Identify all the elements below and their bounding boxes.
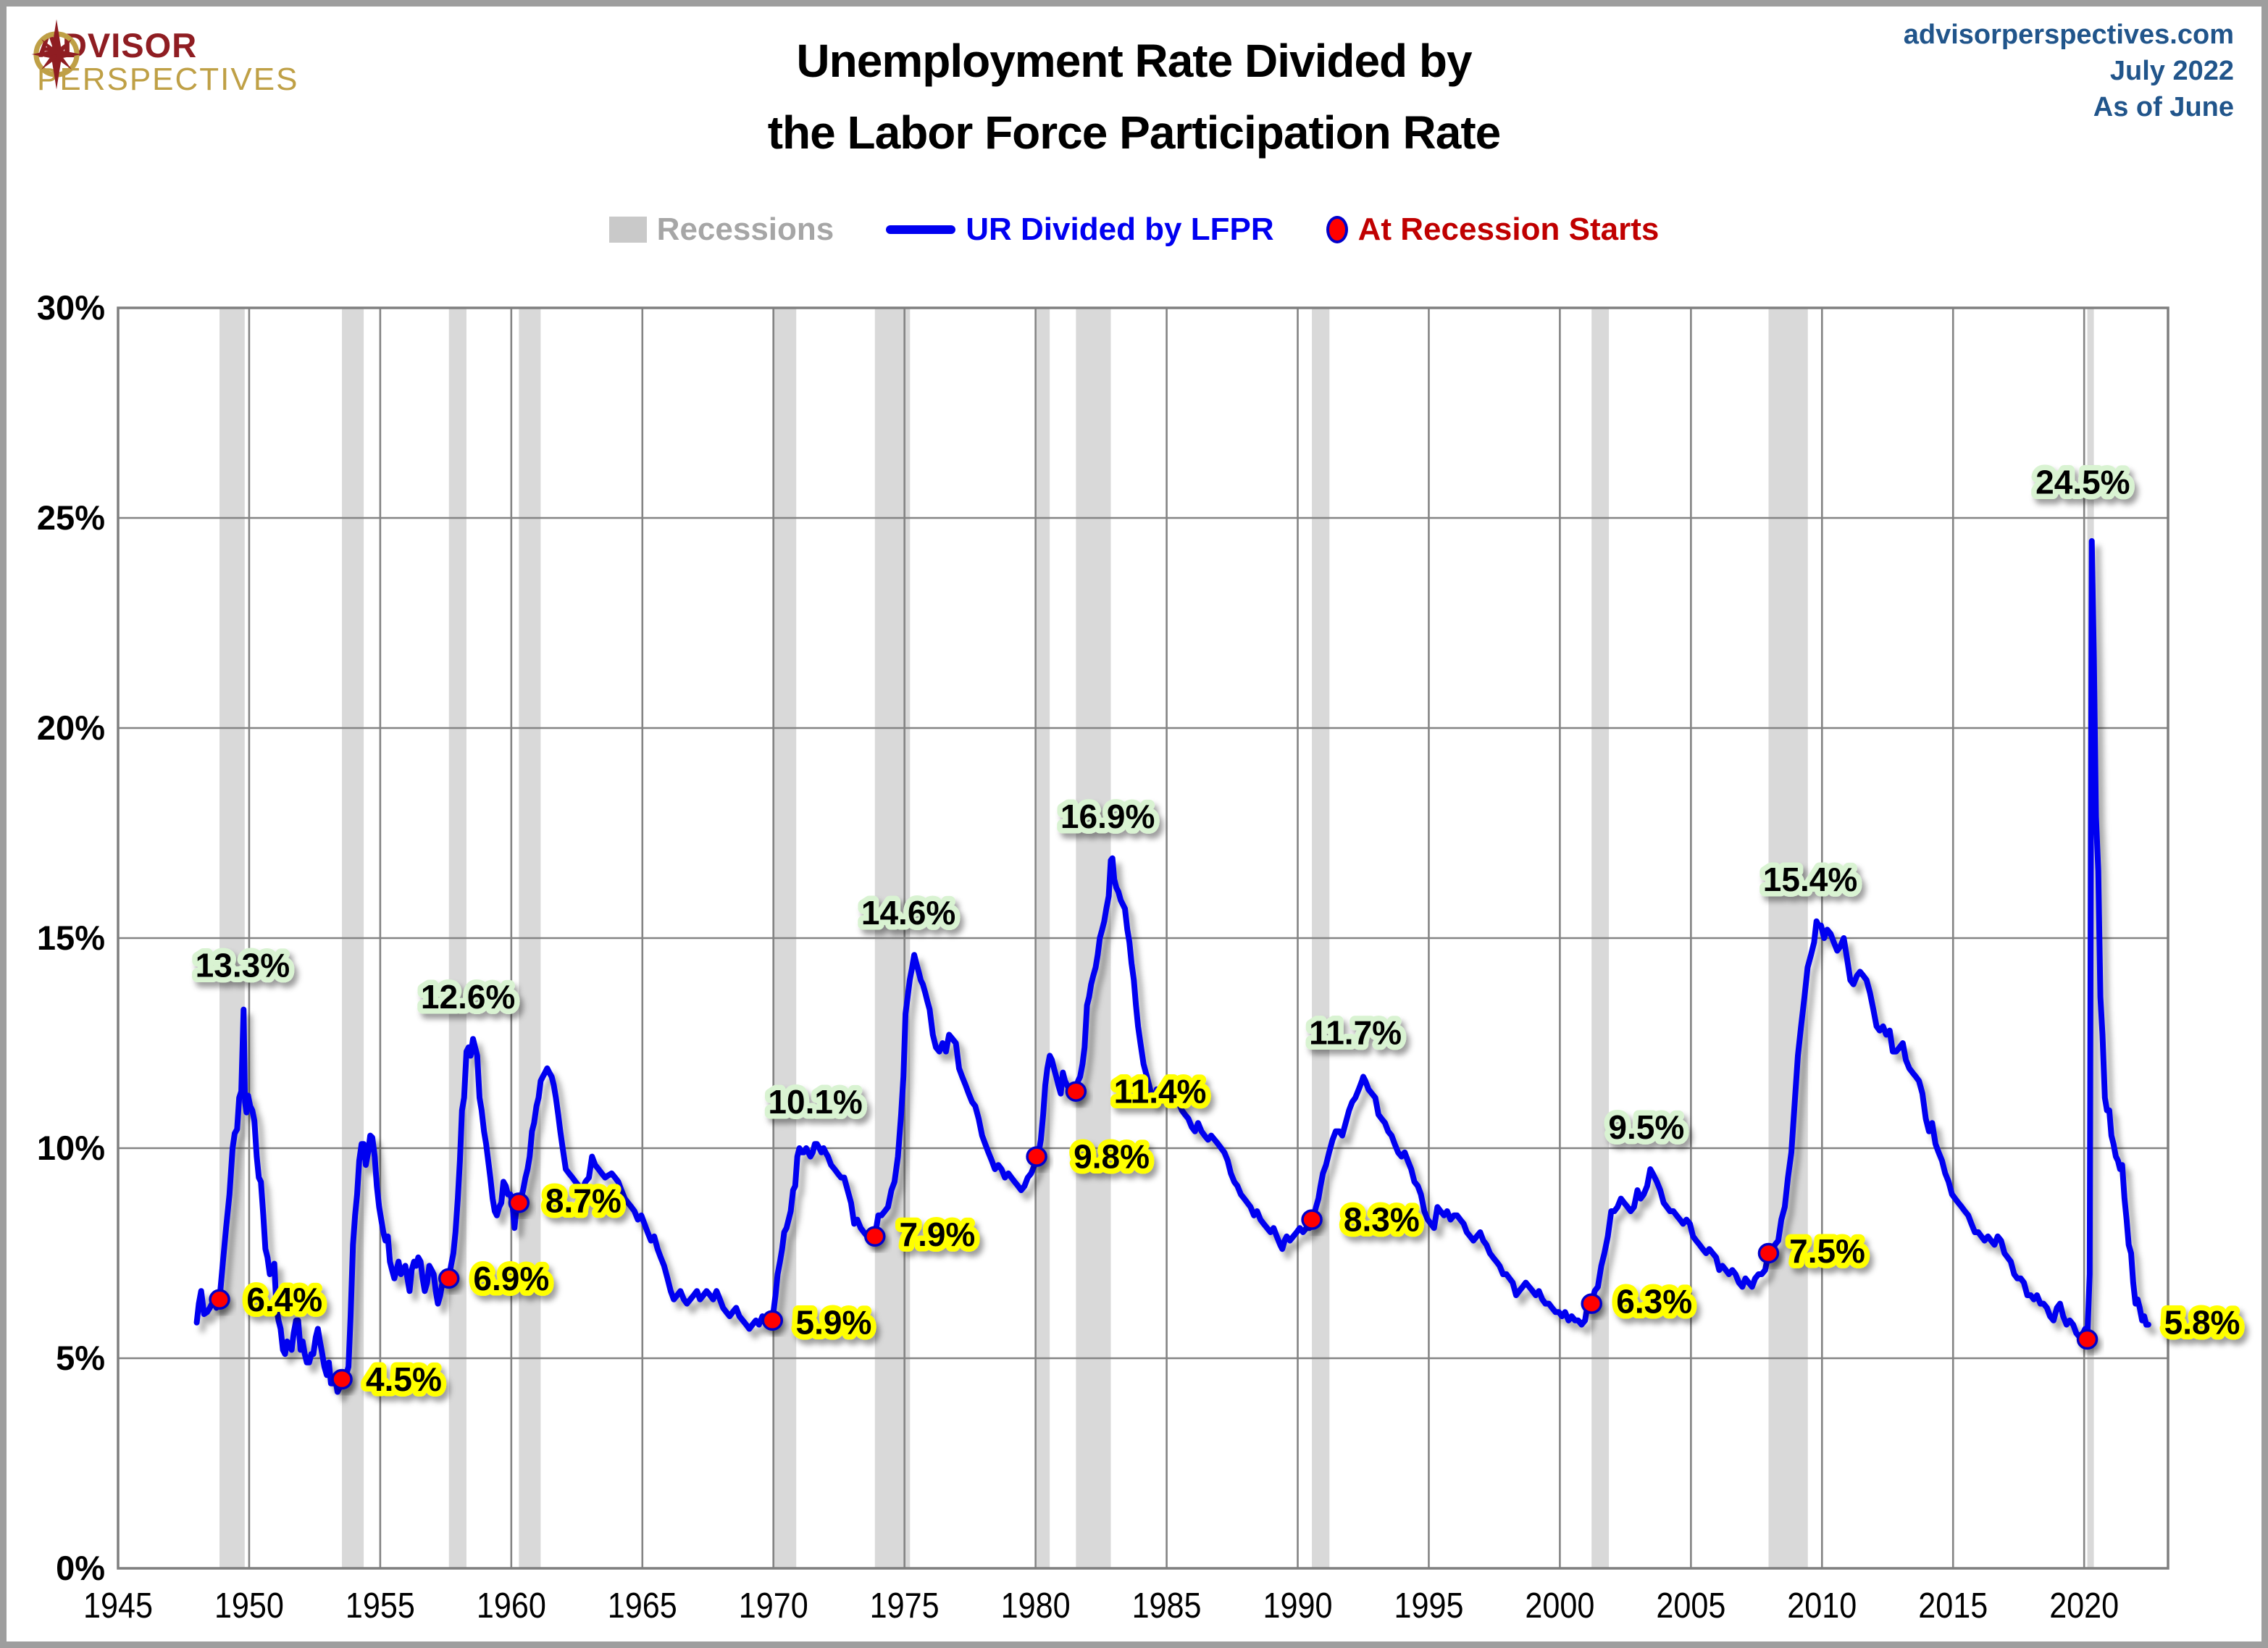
x-axis-tick-label: 1965: [608, 1586, 677, 1626]
series-group: [193, 538, 2151, 1395]
x-axis-tick-label: 2020: [2049, 1586, 2119, 1626]
x-axis-tick-label: 2015: [1918, 1586, 1988, 1626]
data-labels: 13.3% 12.6% 10.1% 14.6% 16.9% 11.7% 9.5% 15.4% 2…: [190, 458, 2246, 1403]
peak-value-label: 16.9%: [1060, 798, 1155, 835]
x-axis-tick-label: 1985: [1132, 1586, 1202, 1626]
grid-lines: [117, 306, 2169, 1570]
recession-start-dot: [331, 1368, 353, 1390]
source-as-of: As of June: [2093, 92, 2234, 122]
x-axis-tick-label: 1970: [739, 1586, 808, 1626]
recession-start-value-label: 7.9%: [899, 1216, 975, 1253]
source-block: advisorperspectives.com July 2022 As of …: [1904, 17, 2234, 125]
x-axis-tick-label: 1960: [477, 1586, 546, 1626]
recession-start-value-label: 6.9%: [473, 1260, 549, 1297]
peak-value-label: 9.5%: [1608, 1108, 1684, 1146]
y-axis-tick-label: 30%: [37, 288, 105, 327]
recession-start-value-label: 5.8%: [2164, 1304, 2240, 1342]
recession-start-dot: [1301, 1209, 1323, 1230]
peak-value-label: 14.6%: [861, 894, 955, 932]
legend-item-starts: At Recession Starts: [1326, 212, 1660, 248]
x-axis-tick-label: 1950: [214, 1586, 284, 1626]
recession-start-dot: [761, 1310, 784, 1331]
peak-value-label: 13.3%: [196, 947, 290, 984]
x-axis-tick-label: 1980: [1001, 1586, 1071, 1626]
series-line-icon: [886, 225, 956, 234]
recession-start-value-label: 6.3%: [1616, 1283, 1692, 1321]
y-axis-tick-label: 0%: [56, 1549, 105, 1587]
legend-series-label: UR Divided by LFPR: [966, 212, 1274, 247]
source-date: July 2022: [2109, 56, 2234, 86]
recession-start-value-label: 8.3%: [1344, 1201, 1420, 1239]
x-axis-tick-label: 1955: [346, 1586, 415, 1626]
peak-value-label: 15.4%: [1763, 861, 1857, 898]
recession-start-value-label: 6.4%: [246, 1281, 322, 1318]
recession-swatch-icon: [608, 217, 647, 243]
x-axis-tick-label: 2010: [1787, 1586, 1857, 1626]
recession-start-dot-icon: [1326, 216, 1348, 243]
recession-start-value-label: 9.8%: [1074, 1138, 1150, 1176]
x-axis-tick-label: 1945: [83, 1586, 153, 1626]
peak-value-label: 12.6%: [421, 978, 515, 1016]
peak-value-label: 10.1%: [768, 1083, 862, 1121]
series-line: [193, 538, 2151, 1395]
recession-start-dot: [1581, 1293, 1602, 1314]
title-line-2: the Labor Force Participation Rate: [767, 106, 1502, 159]
page-title: Unemployment Rate Divided by the Labor F…: [7, 25, 2261, 169]
x-axis-tick-label: 1995: [1394, 1586, 1463, 1626]
x-axis-tick-label: 2000: [1525, 1586, 1594, 1626]
recession-start-dot: [508, 1192, 530, 1213]
source-url: advisorperspectives.com: [1903, 20, 2234, 50]
peak-value-label: 24.5%: [2035, 464, 2130, 501]
legend: Recessions UR Divided by LFPR At Recessi…: [7, 212, 2261, 248]
recession-start-value-label: 8.7%: [545, 1182, 622, 1220]
y-axis-tick-label: 25%: [37, 498, 105, 537]
legend-recessions-label: Recessions: [656, 212, 834, 247]
title-line-1: Unemployment Rate Divided by: [796, 35, 1472, 87]
recession-start-value-label: 11.4%: [1114, 1073, 1207, 1110]
y-axis-tick-label: 5%: [56, 1339, 105, 1377]
recession-start-value-label: 4.5%: [366, 1360, 442, 1398]
recession-start-value-label: 5.9%: [796, 1304, 872, 1342]
recession-start-value-label: 7.5%: [1789, 1232, 1865, 1270]
compass-logo-icon: [31, 19, 82, 90]
y-axis-tick-label: 10%: [37, 1129, 105, 1167]
x-axis-tick-label: 2005: [1656, 1586, 1725, 1626]
recession-start-dot: [864, 1226, 886, 1247]
legend-item-series: UR Divided by LFPR: [886, 212, 1274, 248]
y-axis-tick-label: 15%: [37, 919, 105, 957]
x-axis-tick-label: 1975: [870, 1586, 940, 1626]
recession-start-dot: [209, 1289, 230, 1310]
y-axis-tick-label: 20%: [37, 708, 105, 747]
line-chart: 13.3% 12.6% 10.1% 14.6% 16.9% 11.7% 9.5% 15.4% 2…: [37, 288, 2246, 1626]
plot-border: [117, 306, 2169, 1570]
recession-start-dots: [209, 1081, 2098, 1390]
recession-start-dot: [1757, 1242, 1780, 1264]
brand-logo: ADVISOR PERSPECTIVES: [28, 18, 298, 96]
x-axis-tick-label: 1990: [1263, 1586, 1333, 1626]
recession-start-dot: [2076, 1329, 2098, 1350]
logo-perspectives-text: PERSPECTIVES: [37, 62, 299, 97]
recession-start-dot: [1026, 1146, 1047, 1167]
legend-starts-label: At Recession Starts: [1357, 212, 1660, 247]
recession-start-dot: [438, 1268, 460, 1289]
recession-start-dot: [1065, 1081, 1087, 1102]
legend-item-recessions: Recessions: [608, 212, 834, 248]
peak-value-label: 11.7%: [1309, 1014, 1402, 1052]
axis-tick-labels: 0% 5% 10% 15% 20% 25% 30% 1945 1950 1955 1960 1965 1…: [37, 288, 2119, 1626]
